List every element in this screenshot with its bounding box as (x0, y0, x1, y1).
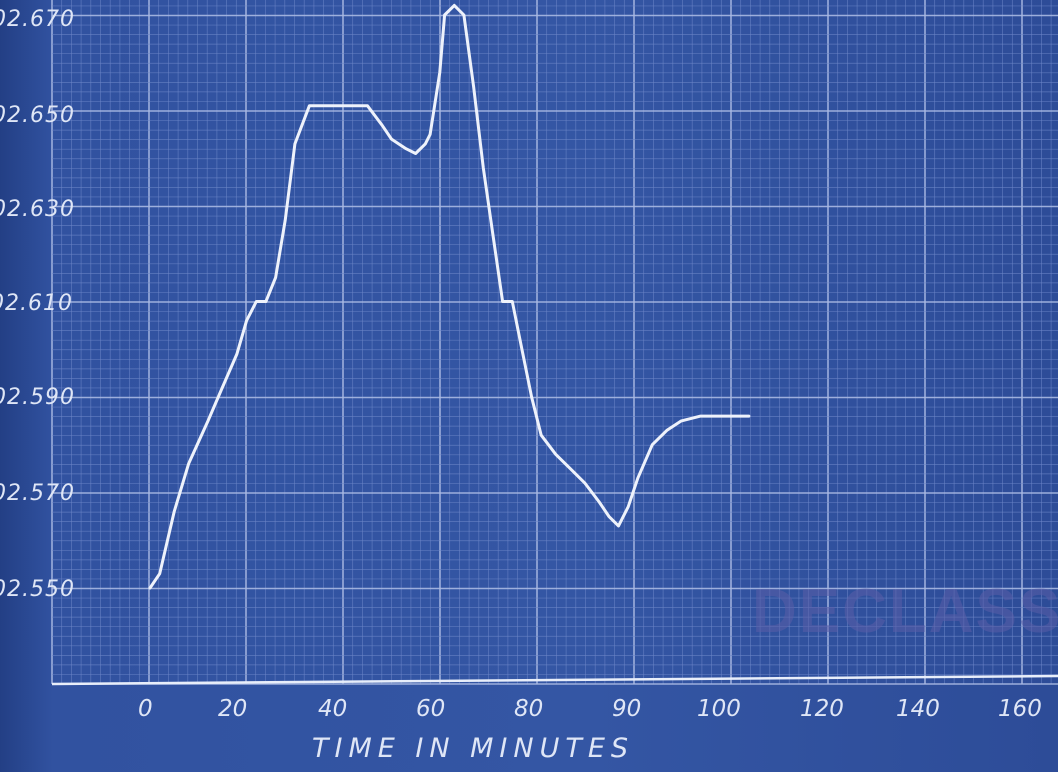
x-tick-label: 160 (998, 696, 1042, 722)
x-axis-label: TIME IN MINUTES (312, 733, 634, 764)
x-tick-labels: 0 20 40 60 80 90 100 120 140 160 (138, 696, 1042, 722)
y-tick-label: 02.630 (0, 197, 75, 222)
x-tick-label: 90 (612, 696, 641, 722)
y-tick-label: 02.570 (0, 481, 75, 506)
grid (51, 0, 1058, 685)
x-tick-label: 0 (138, 696, 153, 722)
y-tick-label: 02.650 (0, 103, 75, 128)
x-tick-label: 120 (800, 696, 844, 722)
y-tick-label: 02.590 (0, 385, 75, 410)
x-tick-label: 60 (416, 696, 445, 722)
x-tick-label: 140 (896, 696, 940, 722)
x-tick-label: 80 (514, 696, 543, 722)
series-line (148, 3, 751, 590)
x-axis-line (51, 674, 1058, 686)
x-tick-label: 40 (318, 696, 347, 722)
declassified-stamp: DECLASSI (752, 577, 1058, 646)
y-tick-label: 02.670 (0, 7, 75, 32)
x-tick-label: 100 (697, 696, 741, 722)
x-tick-label: 20 (218, 696, 247, 722)
y-tick-label: 02.550 (0, 577, 75, 602)
y-tick-label: 02.610 (0, 291, 73, 316)
y-tick-labels: 02.670 02.650 02.630 02.610 02.590 02.570 02.5… (0, 7, 75, 602)
